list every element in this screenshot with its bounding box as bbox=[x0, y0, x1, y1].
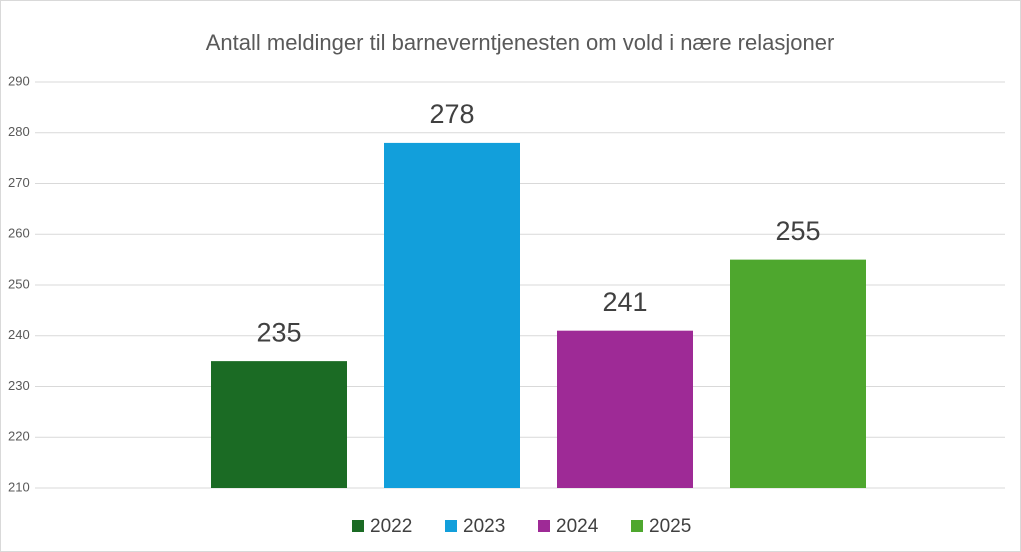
legend-swatch bbox=[352, 520, 364, 532]
legend-label: 2023 bbox=[463, 516, 505, 537]
y-tick-label: 260 bbox=[8, 226, 30, 241]
bar bbox=[384, 142, 520, 488]
y-tick-label: 240 bbox=[8, 327, 30, 342]
data-label: 241 bbox=[602, 287, 647, 317]
data-label: 278 bbox=[429, 99, 474, 129]
legend-swatch bbox=[538, 520, 550, 532]
legend-label: 2024 bbox=[556, 516, 599, 537]
y-tick-label: 270 bbox=[8, 175, 30, 190]
bar bbox=[730, 259, 866, 488]
y-tick-label: 250 bbox=[8, 276, 30, 291]
y-tick-label: 210 bbox=[8, 479, 30, 494]
y-tick-label: 220 bbox=[8, 429, 30, 444]
bar bbox=[211, 361, 347, 488]
y-tick-label: 280 bbox=[8, 124, 30, 139]
chart-title: Antall meldinger til barneverntjenesten … bbox=[206, 30, 835, 55]
bar bbox=[557, 330, 693, 488]
data-label: 255 bbox=[775, 216, 820, 246]
legend-label: 2025 bbox=[649, 516, 691, 537]
legend-swatch bbox=[445, 520, 457, 532]
y-tick-label: 230 bbox=[8, 378, 30, 393]
legend-label: 2022 bbox=[370, 516, 412, 537]
data-label: 235 bbox=[256, 317, 301, 347]
legend-swatch bbox=[631, 520, 643, 532]
y-tick-label: 290 bbox=[8, 73, 30, 88]
